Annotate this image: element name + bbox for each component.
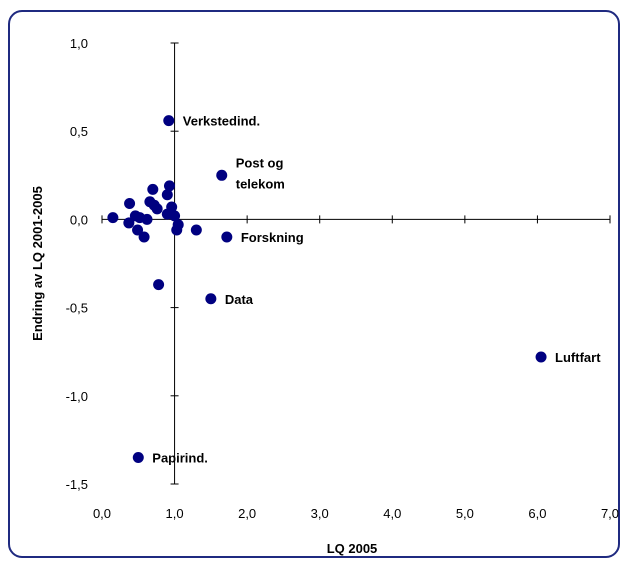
y-tick-label: 0,5 xyxy=(70,124,88,139)
axes xyxy=(101,42,611,485)
data-point xyxy=(216,169,228,181)
x-tick-label: 6,0 xyxy=(528,506,546,521)
point-labels: Verkstedind. Post og telekom Forskning Data L… xyxy=(152,114,601,466)
x-tick-labels: 0,0 1,0 2,0 3,0 4,0 5,0 6,0 7,0 xyxy=(93,506,619,521)
point-label: Luftfart xyxy=(555,350,601,365)
chart-frame xyxy=(8,10,620,558)
data-point xyxy=(153,279,165,291)
y-tick-labels: 1,0 0,5 0,0 -0,5 -1,0 -1,5 xyxy=(66,36,88,492)
data-point xyxy=(535,351,547,363)
data-point xyxy=(123,217,135,229)
data-point xyxy=(166,201,178,213)
data-point xyxy=(163,180,175,192)
point-label: telekom xyxy=(236,176,285,191)
data-point xyxy=(141,213,153,225)
data-point xyxy=(205,293,217,305)
data-point xyxy=(132,224,144,236)
point-label: Forskning xyxy=(241,230,304,245)
x-axis-label: LQ 2005 xyxy=(327,541,378,556)
x-tick-label: 5,0 xyxy=(456,506,474,521)
data-point xyxy=(107,212,119,224)
data-point xyxy=(163,115,175,127)
y-tick-label: -1,0 xyxy=(66,389,88,404)
data-point xyxy=(124,198,136,210)
x-tick-label: 4,0 xyxy=(383,506,401,521)
x-tick-label: 2,0 xyxy=(238,506,256,521)
data-point xyxy=(138,231,150,243)
x-tick-label: 7,0 xyxy=(601,506,619,521)
data-point xyxy=(172,219,184,231)
data-points xyxy=(107,115,547,464)
data-point xyxy=(190,224,202,236)
y-tick-label: 1,0 xyxy=(70,36,88,51)
y-tick-label: -1,5 xyxy=(66,477,88,492)
data-point xyxy=(132,452,144,464)
data-point xyxy=(161,189,173,201)
x-tick-label: 3,0 xyxy=(311,506,329,521)
y-axis-label: Endring av LQ 2001-2005 xyxy=(30,186,45,341)
y-tick-label: -0,5 xyxy=(66,301,88,316)
data-point xyxy=(221,231,233,243)
point-label: Verkstedind. xyxy=(183,114,260,129)
y-tick-label: 0,0 xyxy=(70,212,88,227)
point-label: Papirind. xyxy=(152,451,208,466)
x-tick-label: 1,0 xyxy=(166,506,184,521)
data-point xyxy=(147,183,159,195)
point-label: Data xyxy=(225,292,254,307)
data-point xyxy=(151,203,163,215)
x-tick-label: 0,0 xyxy=(93,506,111,521)
point-label: Post og xyxy=(236,155,284,170)
data-point xyxy=(169,210,181,222)
